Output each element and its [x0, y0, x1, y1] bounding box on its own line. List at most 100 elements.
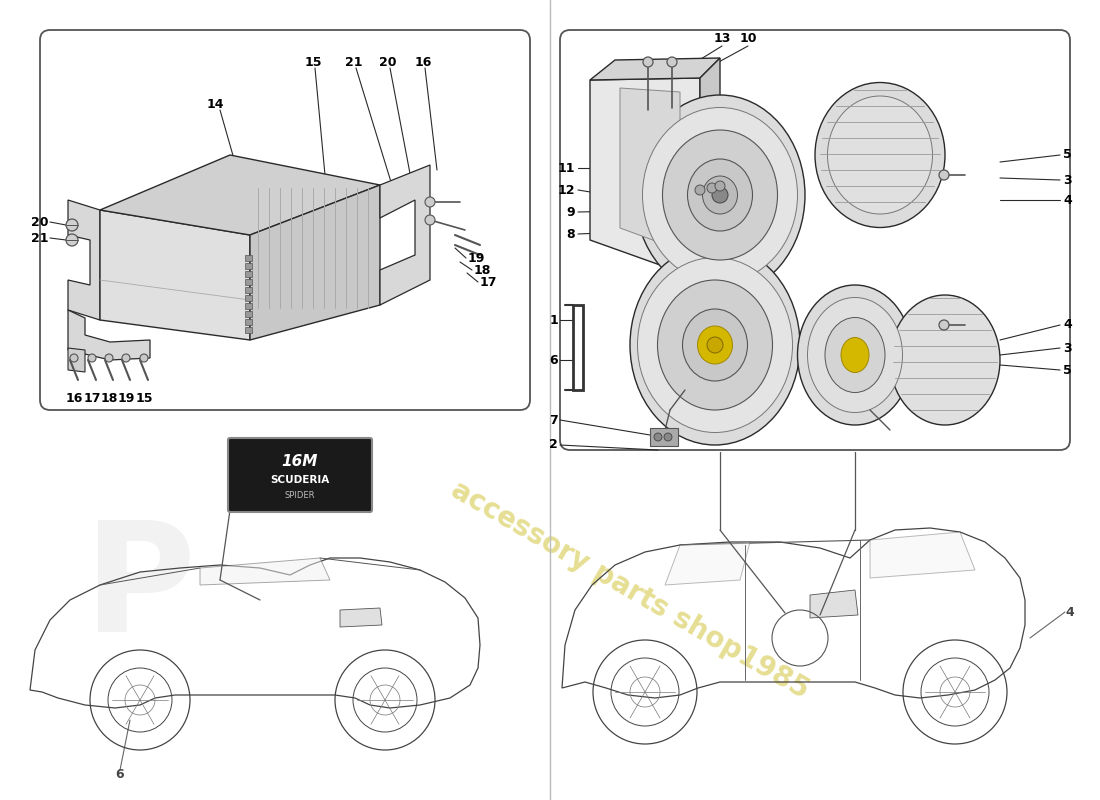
Polygon shape: [666, 542, 750, 585]
Ellipse shape: [638, 258, 792, 433]
Polygon shape: [100, 155, 380, 235]
Ellipse shape: [697, 326, 733, 364]
Ellipse shape: [815, 82, 945, 227]
Circle shape: [70, 354, 78, 362]
Text: 2: 2: [549, 438, 558, 451]
Ellipse shape: [825, 318, 886, 393]
Text: 5: 5: [1063, 363, 1071, 377]
Circle shape: [939, 320, 949, 330]
Text: 16: 16: [65, 391, 82, 405]
Bar: [245, 311, 252, 317]
Text: 20: 20: [379, 55, 397, 69]
Text: 19: 19: [468, 251, 485, 265]
Ellipse shape: [688, 159, 752, 231]
Circle shape: [664, 433, 672, 441]
Ellipse shape: [827, 96, 933, 214]
Text: 4: 4: [1063, 318, 1071, 331]
Text: 13: 13: [713, 31, 730, 45]
Circle shape: [425, 215, 435, 225]
Circle shape: [122, 354, 130, 362]
Ellipse shape: [703, 176, 737, 214]
Text: 20: 20: [31, 215, 48, 229]
Ellipse shape: [798, 285, 913, 425]
Text: 6: 6: [549, 354, 558, 366]
Circle shape: [712, 187, 728, 203]
Text: SCUDERIA: SCUDERIA: [271, 475, 330, 485]
Text: P: P: [84, 515, 196, 665]
Ellipse shape: [842, 338, 869, 373]
Text: 4: 4: [1063, 194, 1071, 206]
Text: 4: 4: [1066, 606, 1075, 618]
Polygon shape: [379, 165, 430, 305]
Text: 1: 1: [549, 314, 558, 326]
Polygon shape: [700, 58, 720, 230]
Text: 11: 11: [558, 162, 575, 174]
Bar: [245, 287, 252, 293]
Circle shape: [939, 170, 949, 180]
Text: 15: 15: [135, 391, 153, 405]
Text: 3: 3: [1063, 174, 1071, 186]
Polygon shape: [250, 185, 380, 340]
Circle shape: [644, 57, 653, 67]
Polygon shape: [200, 558, 330, 585]
Ellipse shape: [682, 309, 748, 381]
Ellipse shape: [658, 280, 772, 410]
Text: 18: 18: [100, 391, 118, 405]
Polygon shape: [100, 210, 250, 340]
Circle shape: [654, 433, 662, 441]
Text: 17: 17: [84, 391, 101, 405]
Bar: [245, 263, 252, 269]
Circle shape: [140, 354, 148, 362]
Text: accessory parts shop1985: accessory parts shop1985: [447, 476, 814, 704]
Ellipse shape: [890, 295, 1000, 425]
Ellipse shape: [630, 245, 800, 445]
Circle shape: [715, 181, 725, 191]
Bar: [245, 327, 252, 333]
Text: 14: 14: [207, 98, 223, 111]
Bar: [245, 319, 252, 325]
Polygon shape: [68, 200, 100, 320]
Text: 5: 5: [1063, 149, 1071, 162]
Ellipse shape: [662, 130, 778, 260]
Bar: [245, 271, 252, 277]
Text: 15: 15: [305, 55, 321, 69]
Bar: [650, 428, 678, 446]
Text: 8: 8: [566, 227, 575, 241]
Text: 21: 21: [31, 231, 48, 245]
Polygon shape: [620, 88, 680, 250]
Text: 12: 12: [558, 183, 575, 197]
Text: 16: 16: [415, 55, 431, 69]
Polygon shape: [590, 58, 720, 80]
Ellipse shape: [642, 107, 798, 282]
Bar: [245, 295, 252, 301]
Circle shape: [88, 354, 96, 362]
Ellipse shape: [635, 95, 805, 295]
Bar: [245, 279, 252, 285]
Text: 18: 18: [474, 263, 492, 277]
Polygon shape: [810, 590, 858, 618]
Text: 16M: 16M: [282, 454, 318, 470]
Circle shape: [425, 197, 435, 207]
Ellipse shape: [807, 298, 902, 413]
Polygon shape: [340, 608, 382, 627]
Text: 6: 6: [116, 769, 124, 782]
Polygon shape: [590, 78, 700, 265]
Circle shape: [707, 337, 723, 353]
Polygon shape: [68, 310, 150, 360]
Text: 3: 3: [1063, 342, 1071, 354]
Circle shape: [695, 185, 705, 195]
Polygon shape: [68, 348, 85, 372]
Text: 19: 19: [118, 391, 134, 405]
FancyBboxPatch shape: [228, 438, 372, 512]
Text: 21: 21: [345, 55, 363, 69]
Circle shape: [707, 183, 717, 193]
Circle shape: [66, 219, 78, 231]
Text: SPIDER: SPIDER: [285, 490, 316, 499]
Circle shape: [66, 234, 78, 246]
Circle shape: [104, 354, 113, 362]
Bar: [245, 255, 252, 261]
Text: 9: 9: [566, 206, 575, 218]
Text: 7: 7: [549, 414, 558, 426]
Text: 10: 10: [739, 31, 757, 45]
Bar: [245, 303, 252, 309]
